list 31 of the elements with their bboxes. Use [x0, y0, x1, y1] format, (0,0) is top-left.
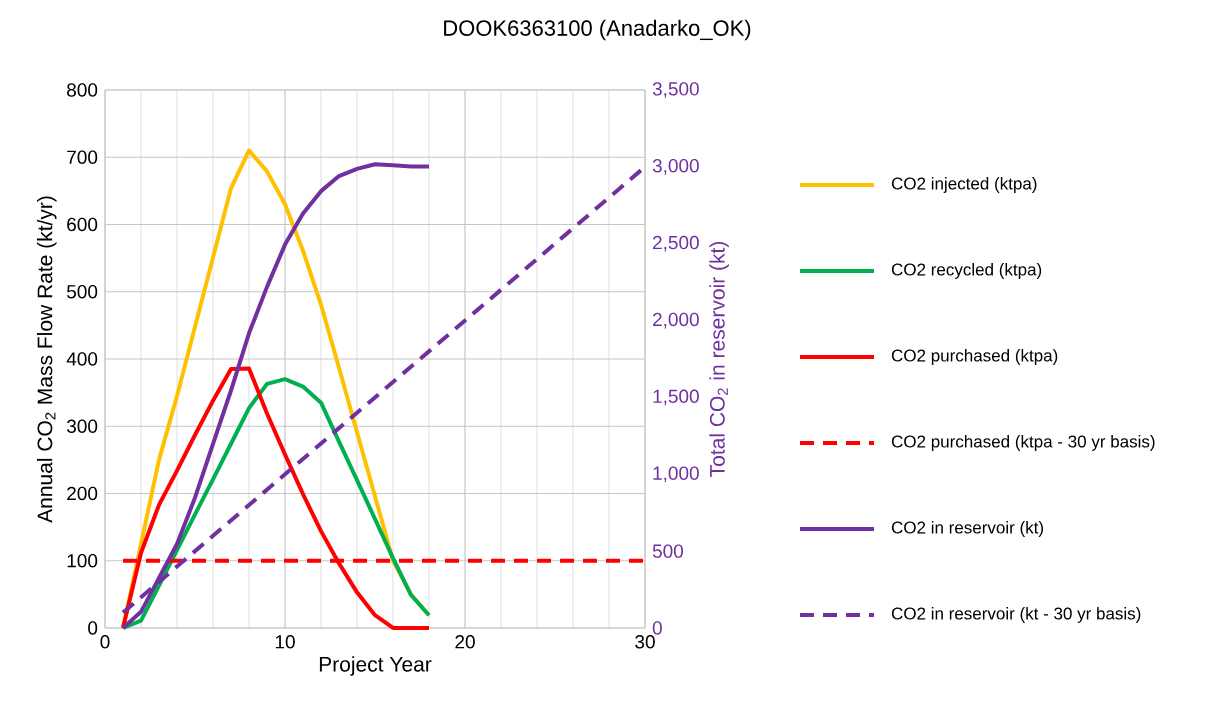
y2-tick-label: 3,500 [652, 82, 699, 98]
y2-axis-title: Total CO$_{2}$ in reservoir (kt) [709, 241, 729, 477]
y2-tick-label: 2,500 [653, 235, 699, 252]
y-tick-label: 700 [67, 150, 98, 164]
y-tick-label: 400 [66, 352, 98, 366]
legend-label: CO2 purchased (ktpa) [891, 349, 1058, 365]
x-tick-label: 20 [455, 635, 475, 649]
y-axis-title: Annual CO$_{2}$ Mass Flow Rate (kt/yr) [36, 196, 57, 523]
y2-tick-label: 3,000 [652, 158, 699, 175]
legend-label: CO2 recycled (ktpa) [891, 263, 1042, 279]
x-tick-label: 0 [100, 635, 110, 649]
legend-label: CO2 in reservoir (kt - 30 yr basis) [891, 607, 1141, 623]
y-tick-label: 800 [67, 83, 98, 97]
x-tick-label: 10 [275, 635, 295, 649]
y-tick-label: 300 [66, 419, 98, 433]
chart-title: DOOK6363100 (Anadarko_OK) [444, 19, 751, 41]
y-tick-label: 200 [67, 486, 98, 501]
y2-tick-label: 1,500 [653, 389, 699, 406]
y2-tick-label: 2,000 [653, 312, 699, 329]
y-tick-label: 100 [67, 554, 98, 568]
y2-tick-label: 1,000 [653, 466, 699, 483]
y2-tick-label: 0 [652, 621, 662, 635]
legend-label: CO2 in reservoir (kt) [891, 521, 1044, 537]
legend-label: CO2 injected (ktpa) [891, 177, 1037, 193]
legend-label: CO2 purchased (ktpa - 30 yr basis) [891, 435, 1155, 451]
x-tick-label: 30 [635, 635, 655, 649]
y-tick-label: 600 [67, 217, 98, 232]
y2-tick-label: 500 [652, 544, 684, 558]
x-axis-title: Project Year [319, 656, 432, 676]
y-tick-label: 0 [88, 621, 98, 635]
y-tick-label: 500 [66, 285, 98, 299]
